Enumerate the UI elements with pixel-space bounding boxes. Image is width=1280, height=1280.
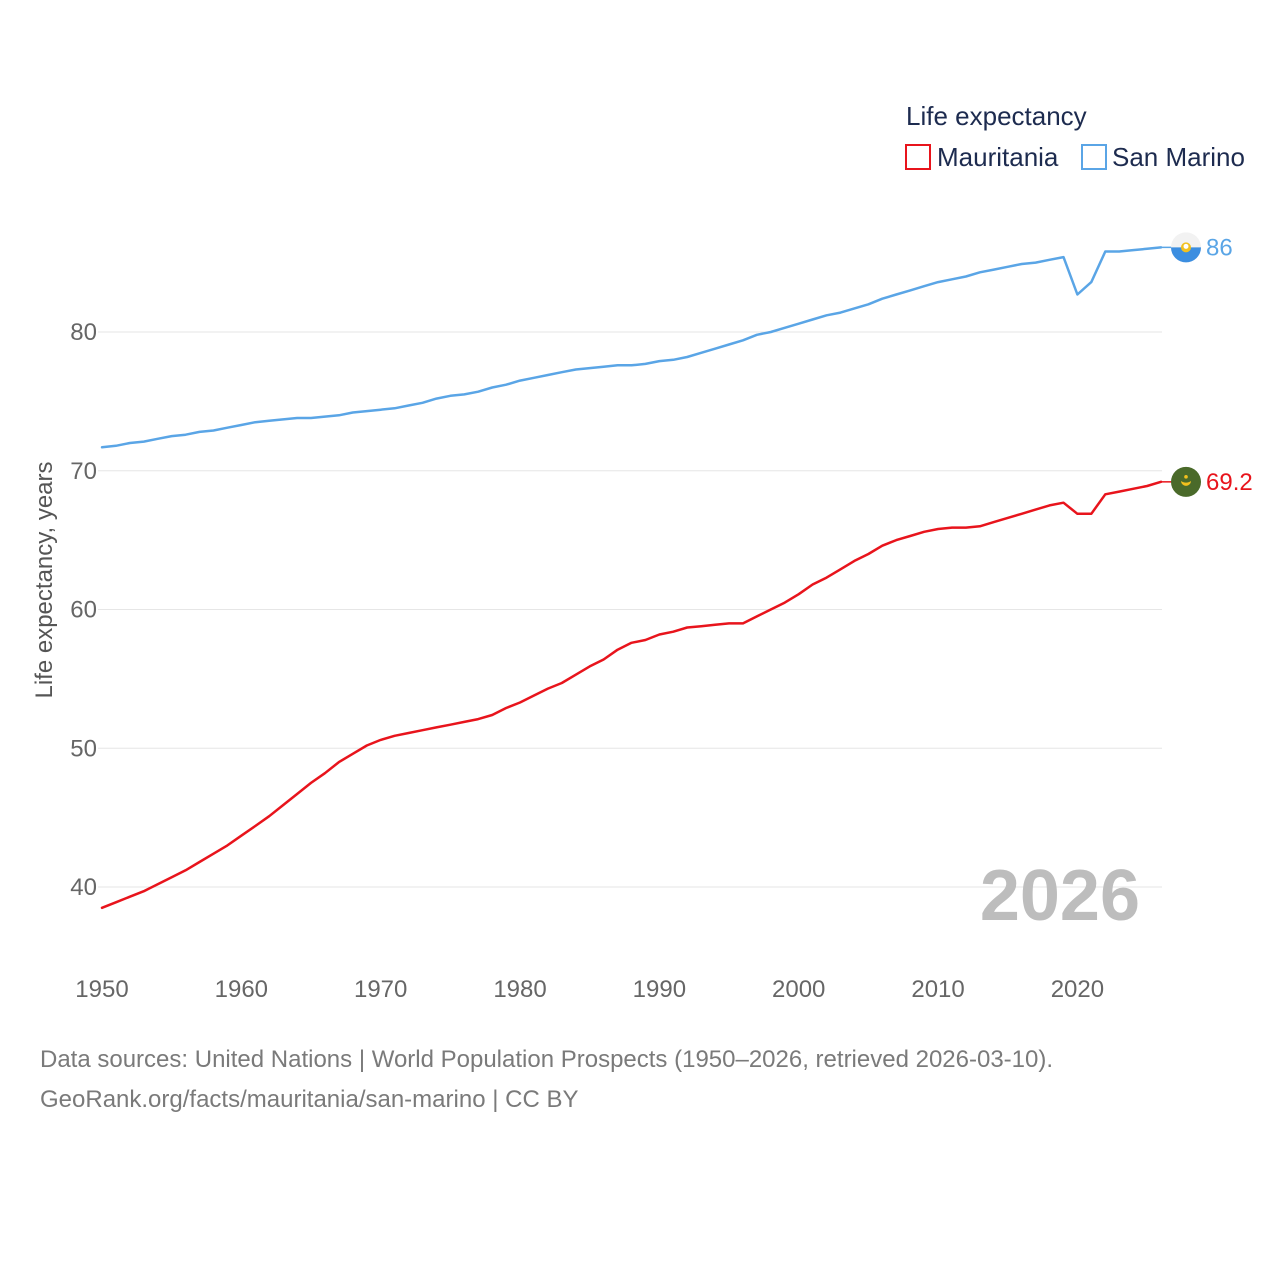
legend: Life expectancy Mauritania San Marino [905, 101, 1245, 172]
grid-lines [98, 331, 1162, 888]
x-tick-2010: 2010 [911, 976, 964, 1003]
y-tick-50: 50 [70, 735, 97, 762]
line-chart: 40 50 60 70 80 1950 1960 1970 1980 1990 2000 2010 2… [31, 101, 1253, 1003]
x-tick-2020: 2020 [1051, 976, 1104, 1003]
flag-icon-mauritania [1171, 466, 1201, 497]
series-line-san-marino [100, 246, 1163, 449]
legend-label-san-marino: San Marino [1112, 142, 1245, 172]
legend-title: Life expectancy [906, 101, 1087, 131]
end-label-san-marino: 86 [1206, 234, 1233, 261]
y-axis-label: Life expectancy, years [31, 461, 58, 698]
flag-icon-san-marino [1171, 232, 1201, 263]
y-tick-80: 80 [70, 319, 97, 346]
footer-link[interactable]: GeoRank.org/facts/mauritania/san-marino … [40, 1086, 579, 1113]
x-tick-1990: 1990 [633, 976, 686, 1003]
current-year-label: 2026 [980, 856, 1140, 936]
legend-label-mauritania: Mauritania [937, 142, 1059, 172]
footer-sources: Data sources: United Nations | World Pop… [40, 1046, 1054, 1073]
end-markers: 69.2 86 [1161, 232, 1253, 497]
y-axis-ticks: 40 50 60 70 80 [70, 319, 97, 901]
legend-swatch-san-marino [1081, 144, 1107, 170]
x-tick-1970: 1970 [354, 976, 407, 1003]
y-tick-40: 40 [70, 874, 97, 901]
end-label-mauritania: 69.2 [1206, 469, 1253, 496]
legend-item-mauritania[interactable]: Mauritania [905, 142, 1059, 172]
x-tick-1950: 1950 [75, 976, 128, 1003]
y-tick-70: 70 [70, 458, 97, 485]
series-lines [100, 246, 1163, 910]
y-tick-60: 60 [70, 597, 97, 624]
series-line-mauritania [100, 480, 1163, 910]
x-tick-2000: 2000 [772, 976, 825, 1003]
footer: Data sources: United Nations | World Pop… [40, 1040, 1053, 1120]
legend-swatch-mauritania [905, 144, 931, 170]
x-tick-1960: 1960 [215, 976, 268, 1003]
x-tick-1980: 1980 [493, 976, 546, 1003]
legend-item-san-marino[interactable]: San Marino [1081, 142, 1245, 172]
x-axis-ticks: 1950 1960 1970 1980 1990 2000 2010 2020 [75, 976, 1104, 1003]
